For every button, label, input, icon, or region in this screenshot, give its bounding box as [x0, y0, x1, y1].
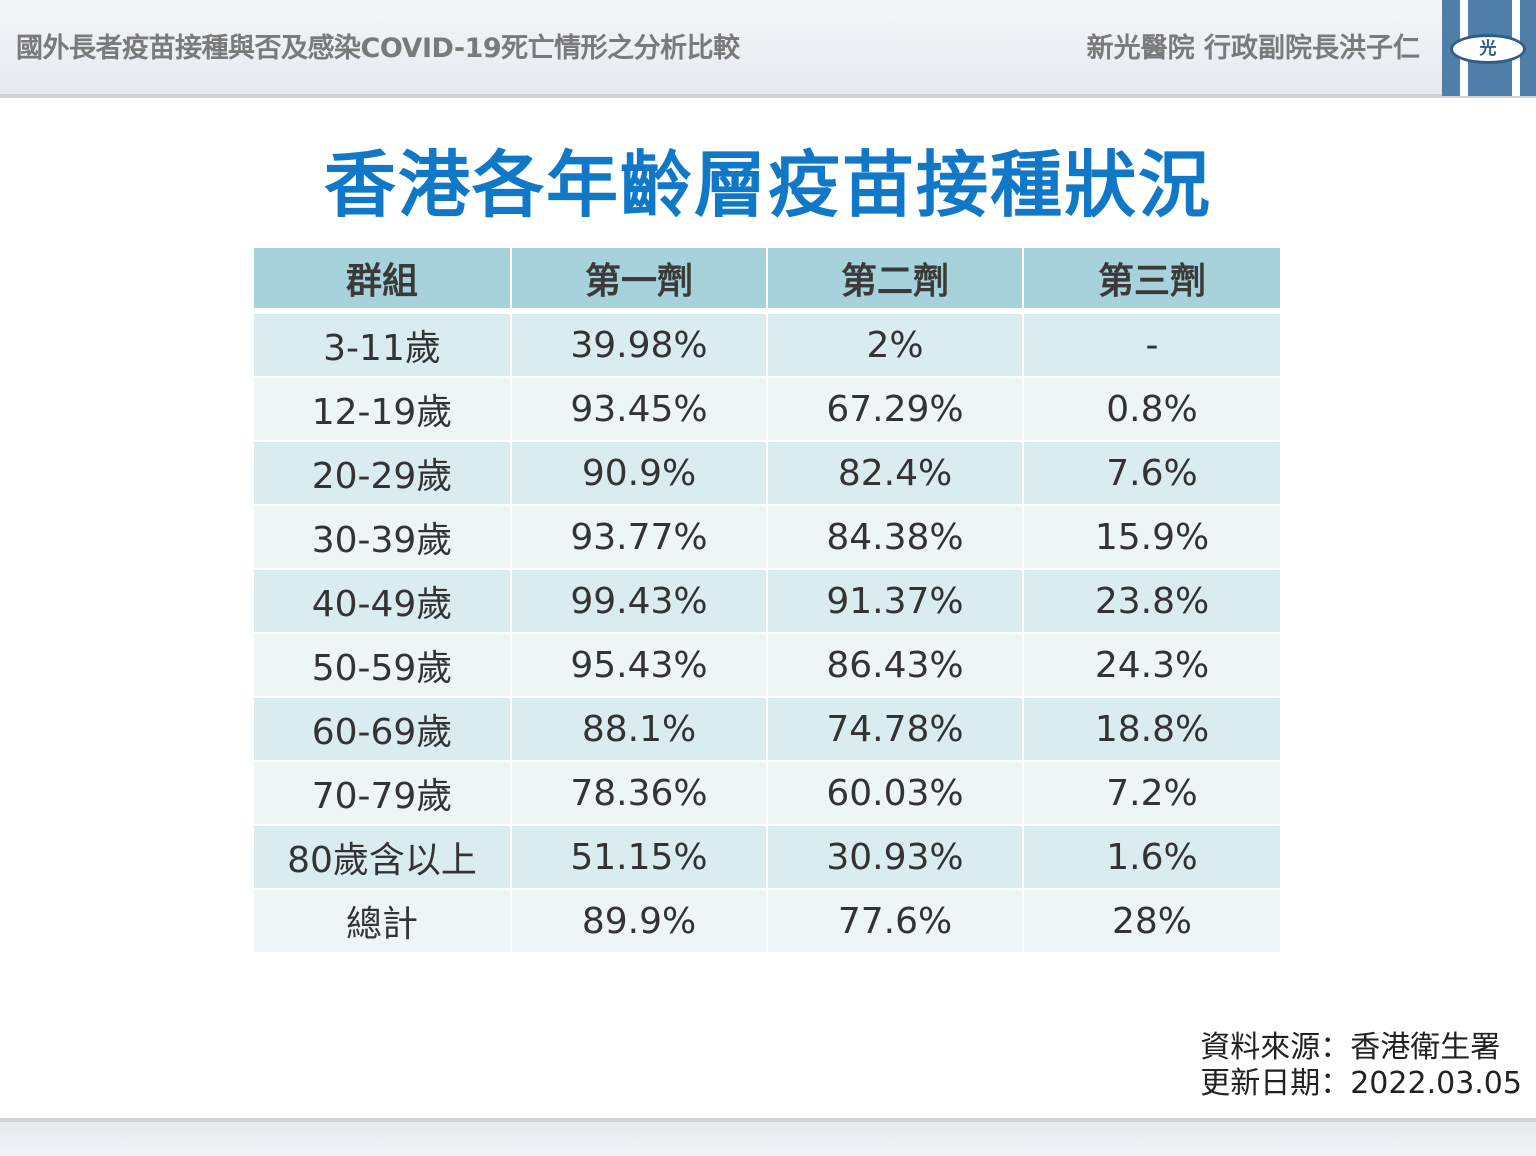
- dose2-cell: 30.93%: [768, 826, 1024, 890]
- dose3-cell: 28%: [1024, 890, 1280, 954]
- footer-bar: [0, 1118, 1536, 1156]
- dose3-cell: 18.8%: [1024, 698, 1280, 762]
- dose1-cell: 39.98%: [512, 314, 768, 378]
- table-row: 80歲含以上 51.15% 30.93% 1.6%: [254, 826, 1280, 890]
- update-date: 更新日期：2022.03.05: [1200, 1066, 1522, 1101]
- dose2-cell: 82.4%: [768, 442, 1024, 506]
- column-header-dose1: 第一劑: [512, 248, 768, 314]
- source-line: 資料來源：香港衛生署: [1200, 1030, 1501, 1065]
- group-cell: 總計: [254, 890, 512, 954]
- dose2-cell: 91.37%: [768, 570, 1024, 634]
- vaccination-table: 群組 第一劑 第二劑 第三劑 3-11歲 39.98% 2% -12-19歲 93.45…: [254, 248, 1280, 954]
- logo-text: 光: [1450, 34, 1526, 64]
- table-row: 40-49歲 99.43% 91.37% 23.8%: [254, 570, 1280, 634]
- group-cell: 40-49歲: [254, 570, 512, 634]
- hospital-logo-icon: 光: [1442, 0, 1536, 96]
- header-bar: 國外長者疫苗接種與否及感染COVID-19死亡情形之分析比較 新光醫院 行政副院…: [0, 0, 1536, 98]
- dose1-cell: 78.36%: [512, 762, 768, 826]
- dose3-cell: -: [1024, 314, 1280, 378]
- dose1-cell: 95.43%: [512, 634, 768, 698]
- dose2-cell: 86.43%: [768, 634, 1024, 698]
- group-cell: 80歲含以上: [254, 826, 512, 890]
- table-row: 3-11歲 39.98% 2% -: [254, 314, 1280, 378]
- group-cell: 50-59歲: [254, 634, 512, 698]
- table-row: 60-69歲 88.1% 74.78% 18.8%: [254, 698, 1280, 762]
- dose2-cell: 84.38%: [768, 506, 1024, 570]
- group-cell: 60-69歲: [254, 698, 512, 762]
- dose1-cell: 90.9%: [512, 442, 768, 506]
- table-row: 20-29歲 90.9% 82.4% 7.6%: [254, 442, 1280, 506]
- presenter-name: 新光醫院 行政副院長洪子仁: [1086, 33, 1420, 64]
- dose1-cell: 88.1%: [512, 698, 768, 762]
- group-cell: 12-19歲: [254, 378, 512, 442]
- table-row: 30-39歲 93.77% 84.38% 15.9%: [254, 506, 1280, 570]
- dose3-cell: 24.3%: [1024, 634, 1280, 698]
- dose3-cell: 7.6%: [1024, 442, 1280, 506]
- dose1-cell: 89.9%: [512, 890, 768, 954]
- dose1-cell: 93.77%: [512, 506, 768, 570]
- table-row: 總計 89.9% 77.6% 28%: [254, 890, 1280, 954]
- dose2-cell: 67.29%: [768, 378, 1024, 442]
- group-cell: 30-39歲: [254, 506, 512, 570]
- dose2-cell: 60.03%: [768, 762, 1024, 826]
- table-row: 70-79歲 78.36% 60.03% 7.2%: [254, 762, 1280, 826]
- dose3-cell: 7.2%: [1024, 762, 1280, 826]
- column-header-dose2: 第二劑: [768, 248, 1024, 314]
- column-header-group: 群組: [254, 248, 512, 314]
- dose1-cell: 51.15%: [512, 826, 768, 890]
- group-cell: 3-11歲: [254, 314, 512, 378]
- column-header-dose3: 第三劑: [1024, 248, 1280, 314]
- dose2-cell: 2%: [768, 314, 1024, 378]
- dose3-cell: 23.8%: [1024, 570, 1280, 634]
- dose1-cell: 93.45%: [512, 378, 768, 442]
- table-row: 12-19歲 93.45% 67.29% 0.8%: [254, 378, 1280, 442]
- dose3-cell: 0.8%: [1024, 378, 1280, 442]
- presentation-title: 國外長者疫苗接種與否及感染COVID-19死亡情形之分析比較: [16, 33, 740, 64]
- group-cell: 70-79歲: [254, 762, 512, 826]
- dose1-cell: 99.43%: [512, 570, 768, 634]
- table-row: 50-59歲 95.43% 86.43% 24.3%: [254, 634, 1280, 698]
- source-note: 資料來源：香港衛生署 更新日期：2022.03.05: [1200, 1030, 1522, 1102]
- group-cell: 20-29歲: [254, 442, 512, 506]
- dose2-cell: 77.6%: [768, 890, 1024, 954]
- slide-title: 香港各年齡層疫苗接種狀況: [323, 143, 1212, 227]
- dose3-cell: 15.9%: [1024, 506, 1280, 570]
- dose3-cell: 1.6%: [1024, 826, 1280, 890]
- table-header-row: 群組 第一劑 第二劑 第三劑: [254, 248, 1280, 314]
- dose2-cell: 74.78%: [768, 698, 1024, 762]
